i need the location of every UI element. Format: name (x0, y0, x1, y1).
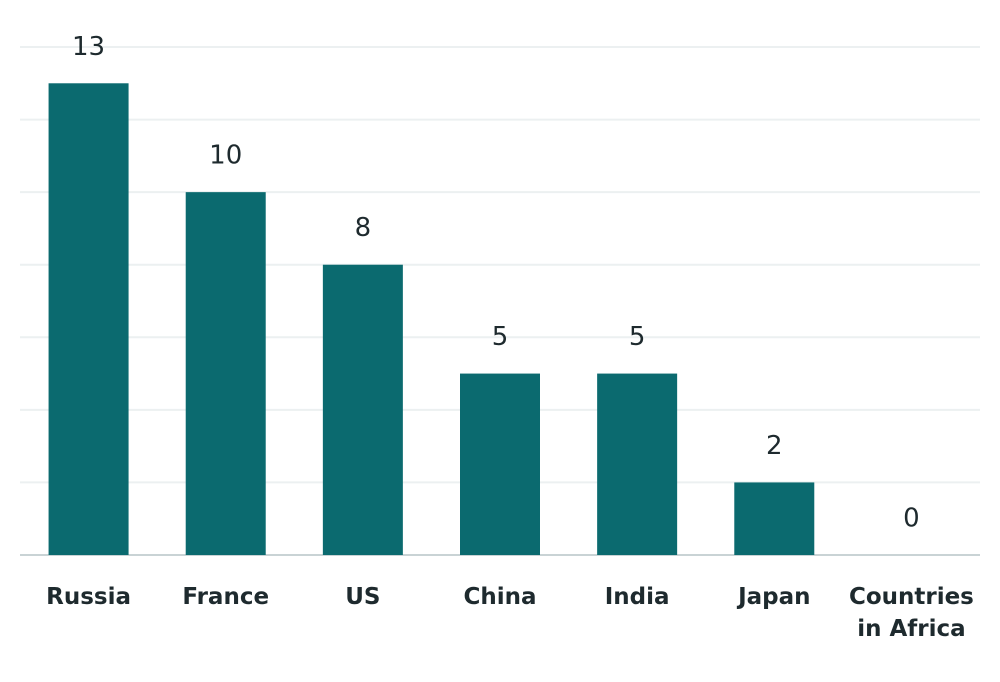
value-label: 5 (492, 322, 509, 352)
x-tick-label: India (604, 584, 670, 610)
bar (48, 83, 129, 556)
value-label: 2 (766, 431, 783, 461)
bar (322, 264, 403, 555)
value-label: 10 (209, 141, 242, 171)
value-label: 8 (355, 213, 372, 243)
bar (597, 373, 678, 555)
x-tick-label: US (345, 584, 381, 610)
x-tick-label: China (463, 584, 537, 610)
value-label: 13 (72, 32, 105, 62)
bar (185, 192, 266, 555)
bar (734, 482, 815, 555)
x-tick-label: Japan (738, 584, 811, 610)
x-tick-label: France (182, 584, 270, 610)
x-tick-label: Countries in Africa (848, 584, 974, 642)
value-label: 0 (903, 504, 920, 534)
value-label: 5 (629, 322, 646, 352)
x-tick-label: Russia (46, 584, 131, 610)
bar (460, 373, 540, 555)
